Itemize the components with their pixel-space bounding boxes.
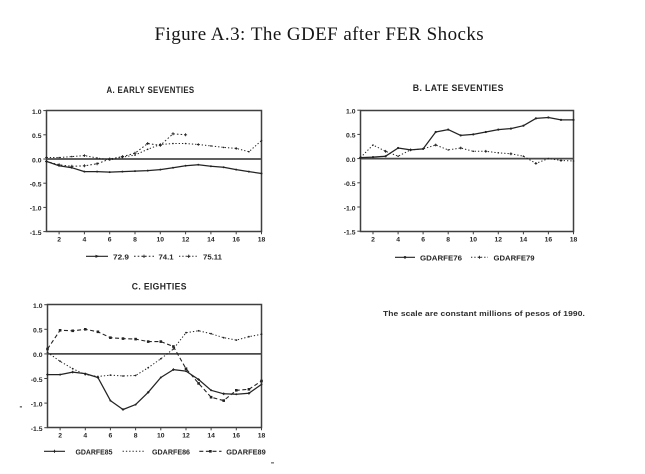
svg-text:16: 16: [545, 237, 553, 244]
svg-text:0.0: 0.0: [346, 157, 356, 164]
svg-text:-1.5: -1.5: [31, 426, 43, 433]
svg-text:0.5: 0.5: [32, 133, 42, 140]
svg-text:14: 14: [207, 433, 215, 440]
svg-text:18: 18: [570, 237, 578, 244]
svg-text:0.5: 0.5: [346, 133, 356, 140]
svg-text:12: 12: [182, 433, 190, 440]
svg-text:8: 8: [446, 237, 450, 244]
svg-text:10: 10: [157, 433, 165, 440]
svg-text:4: 4: [396, 237, 400, 244]
svg-text:1.0: 1.0: [33, 303, 43, 310]
svg-text:6: 6: [108, 237, 112, 244]
svg-text:GDARFE85: GDARFE85: [76, 447, 114, 456]
svg-text:-1.5: -1.5: [344, 230, 356, 237]
svg-text:74.1: 74.1: [159, 252, 175, 261]
svg-text:-1.0: -1.0: [31, 401, 43, 408]
svg-text:GDARFE79: GDARFE79: [494, 253, 535, 262]
svg-text:16: 16: [232, 237, 240, 244]
svg-text:B. LATE SEVENTIES: B. LATE SEVENTIES: [413, 82, 504, 93]
svg-text:-1.0: -1.0: [344, 205, 356, 212]
svg-text:C. EIGHTIES: C. EIGHTIES: [132, 280, 187, 291]
svg-text:-1.5: -1.5: [30, 230, 42, 237]
svg-text:-0.5: -0.5: [31, 377, 43, 384]
svg-text:18: 18: [258, 433, 266, 440]
svg-text:-0.5: -0.5: [30, 182, 42, 189]
svg-text:10: 10: [157, 237, 165, 244]
svg-text:1.0: 1.0: [32, 109, 42, 116]
svg-text:The scale are constant million: The scale are constant millions of pesos…: [383, 309, 585, 318]
svg-text:-1.0: -1.0: [30, 206, 42, 213]
svg-text:16: 16: [233, 433, 241, 440]
svg-text:-0.5: -0.5: [344, 181, 356, 188]
svg-text:14: 14: [520, 237, 528, 244]
svg-text:2: 2: [57, 237, 61, 244]
svg-text:6: 6: [109, 433, 113, 440]
svg-text:GDARFE86: GDARFE86: [152, 447, 190, 456]
svg-text:GDARFE76: GDARFE76: [420, 253, 462, 262]
svg-text:6: 6: [421, 237, 425, 244]
svg-text:A. EARLY SEVENTIES: A. EARLY SEVENTIES: [107, 84, 195, 95]
svg-text:18: 18: [258, 237, 266, 244]
svg-text:12: 12: [182, 237, 190, 244]
svg-text:0.0: 0.0: [32, 157, 42, 164]
svg-text:2: 2: [371, 237, 375, 244]
svg-text:14: 14: [207, 237, 215, 244]
svg-text:8: 8: [133, 237, 137, 244]
svg-text:75.11: 75.11: [203, 252, 223, 261]
svg-text:8: 8: [134, 433, 138, 440]
svg-text:72.9: 72.9: [113, 252, 129, 261]
svg-text:GDARFE89: GDARFE89: [226, 447, 265, 456]
svg-text:0.5: 0.5: [33, 328, 43, 335]
svg-text:1.0: 1.0: [346, 109, 356, 116]
svg-text:12: 12: [495, 237, 503, 244]
svg-text:4: 4: [83, 237, 87, 244]
svg-text:2: 2: [58, 433, 62, 440]
svg-text:10: 10: [470, 237, 478, 244]
svg-text:0.0: 0.0: [33, 352, 43, 359]
svg-text:4: 4: [83, 433, 87, 440]
